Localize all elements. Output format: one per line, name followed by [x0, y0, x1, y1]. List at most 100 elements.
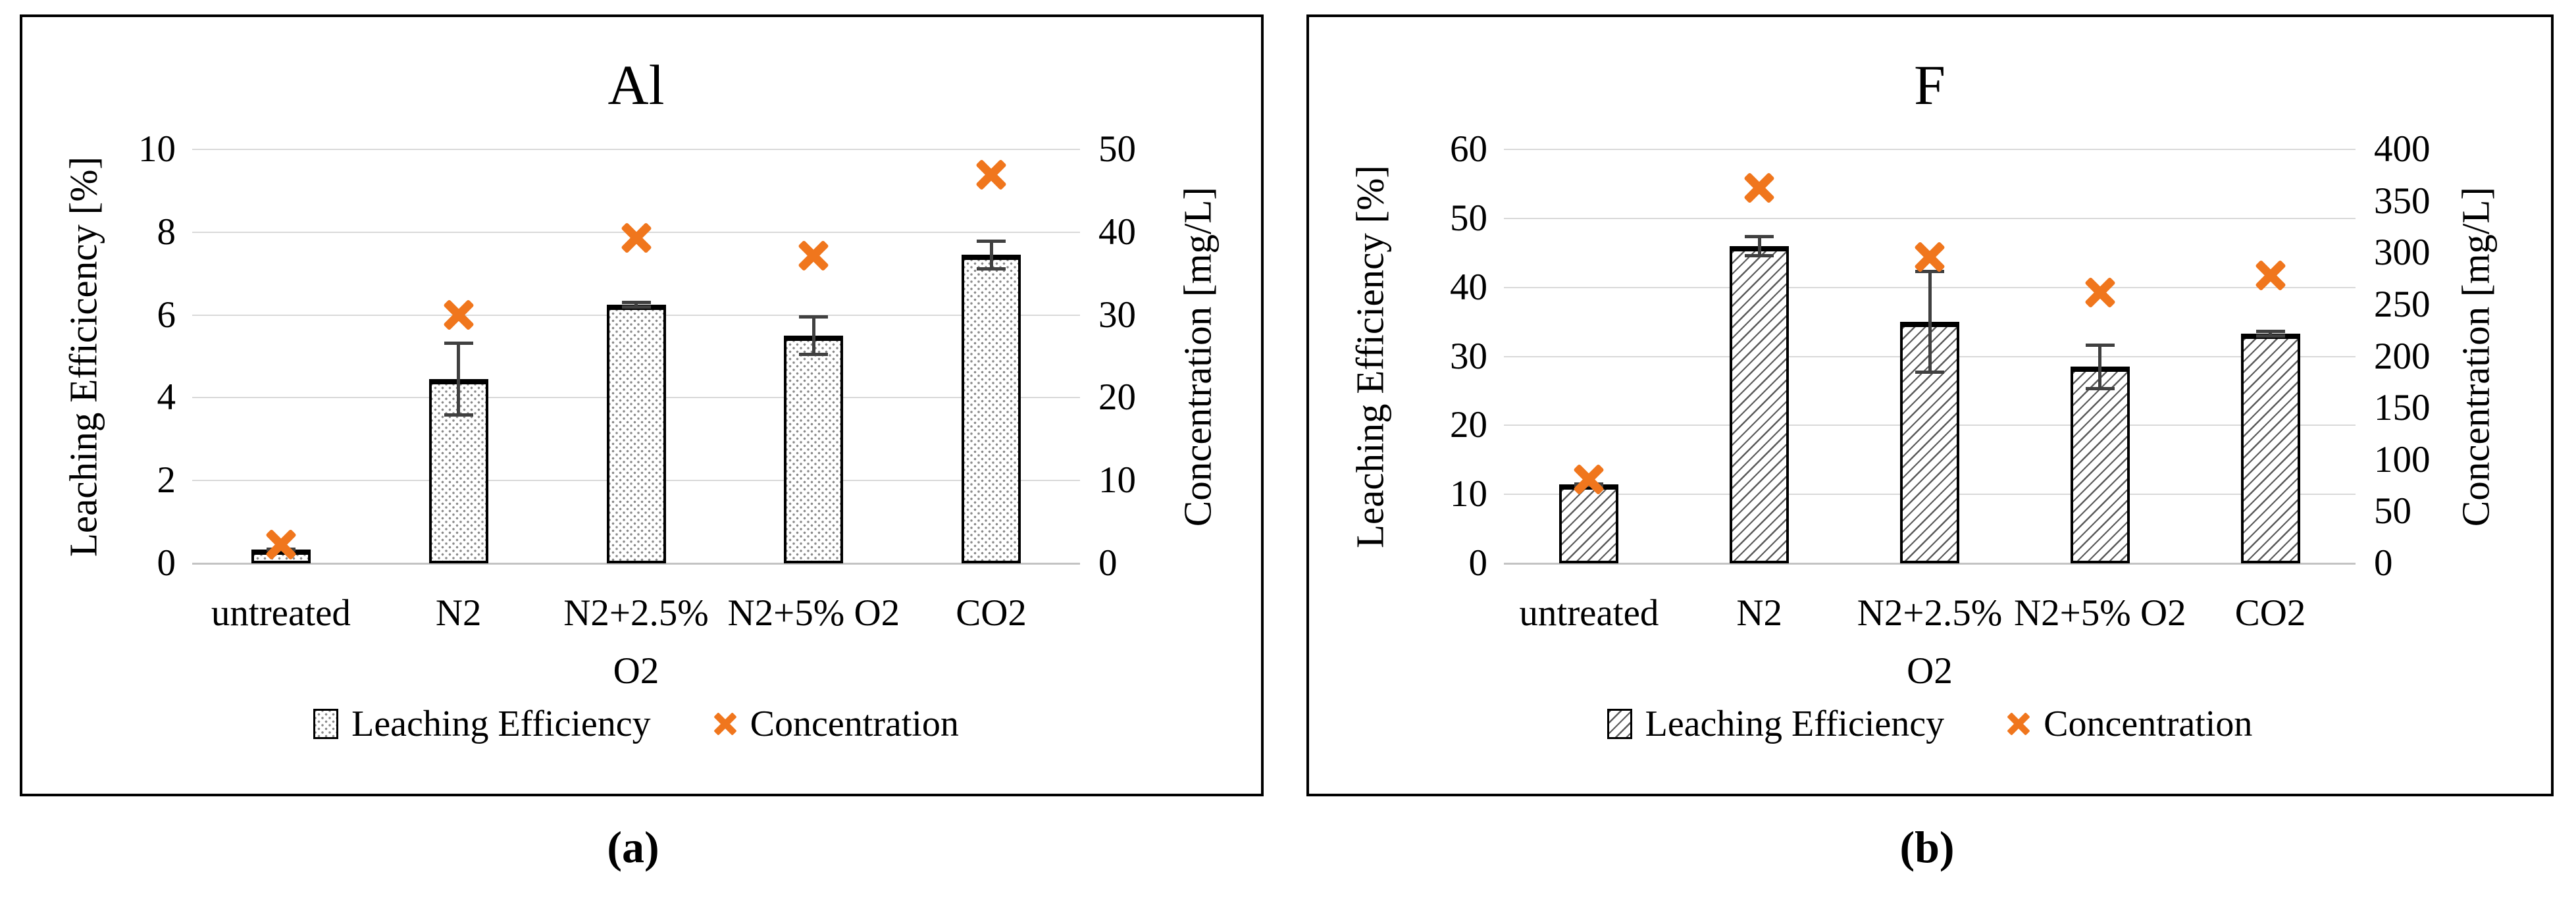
- category-label: N2+2.5% O2: [1857, 592, 2003, 692]
- error-bar-cap-top: [2085, 343, 2115, 347]
- concentration-marker: [975, 159, 1008, 192]
- category-label: N2+5% O2: [2013, 592, 2186, 634]
- error-bar-line: [457, 342, 461, 417]
- right-axis-label: Concentration [mg/L]: [1175, 186, 1219, 527]
- legend-bar-swatch-icon: [1607, 709, 1632, 739]
- legend-label: Leaching Efficiency: [1645, 704, 1945, 744]
- bar-untreated: [1559, 484, 1619, 563]
- right-axis-tick: 30: [1098, 294, 1136, 336]
- category-label: N2: [435, 592, 482, 634]
- concentration-marker: [2254, 259, 2287, 292]
- left-axis-tick: 60: [1450, 128, 1487, 170]
- right-axis-tick: 0: [2374, 542, 2393, 584]
- chart-title: F: [1914, 53, 1945, 116]
- left-axis-tick: 20: [1450, 404, 1487, 446]
- right-axis-tick: 40: [1098, 211, 1136, 253]
- bar-n2-5-o2: [784, 336, 844, 563]
- right-axis-tick: 0: [1098, 542, 1118, 584]
- error-bar-cap-bottom: [444, 413, 473, 417]
- error-bar-line: [2098, 343, 2102, 390]
- error-bar-cap-bottom: [621, 305, 651, 309]
- bar-co2: [962, 255, 1021, 563]
- left-axis-tick: 2: [157, 459, 176, 501]
- left-axis-tick: 10: [1450, 473, 1487, 515]
- right-axis-tick: 100: [2374, 438, 2431, 480]
- error-bar-cap-top: [1915, 270, 1944, 274]
- right-axis-label: Concentration [mg/L]: [2454, 186, 2497, 527]
- category-label: N2+2.5% O2: [563, 592, 709, 692]
- error-bar: [1745, 234, 1774, 257]
- error-bar-line: [634, 300, 638, 309]
- legend-item-concentration: Concentration: [713, 703, 959, 745]
- error-bar: [444, 342, 473, 417]
- right-axis-tick: 50: [1098, 128, 1136, 170]
- error-bar: [621, 300, 651, 309]
- error-bar: [1915, 270, 1944, 374]
- error-bar-cap-bottom: [1915, 370, 1944, 374]
- right-axis-tick: 300: [2374, 232, 2431, 274]
- gridline: [192, 149, 1080, 150]
- right-axis-tick: 250: [2374, 283, 2431, 325]
- legend-label: Concentration: [750, 704, 959, 744]
- chart-title: Al: [607, 53, 665, 116]
- legend-item-leaching-efficiency: Leaching Efficiency: [313, 703, 651, 745]
- concentration-marker: [797, 239, 830, 272]
- concentration-marker: [2084, 276, 2117, 309]
- error-bar-cap-top: [444, 342, 473, 346]
- error-bar-line: [1928, 270, 1932, 374]
- category-label: untreated: [1519, 592, 1659, 634]
- gridline: [1504, 149, 2356, 150]
- error-bar: [799, 315, 829, 357]
- error-bar-cap-top: [799, 315, 829, 319]
- error-bar-cap-bottom: [977, 267, 1006, 270]
- concentration-marker: [265, 528, 297, 561]
- chart-legend: Leaching Efficiency Concentration: [192, 703, 1080, 745]
- error-bar-cap-top: [977, 240, 1006, 244]
- category-label: CO2: [2234, 592, 2306, 634]
- concentration-marker: [620, 222, 653, 255]
- left-axis-label: Leaching Efficicency [%]: [61, 156, 105, 557]
- left-axis-tick: 6: [157, 294, 176, 336]
- legend-x-marker-icon: [2007, 712, 2030, 736]
- right-axis-tick: 20: [1098, 376, 1136, 419]
- panel-caption-a: (a): [607, 822, 659, 872]
- chart-frame-a: Al 10 8 6 4 2 0 50 40 30 20 10 0 Leaching Efficicency…: [20, 14, 1264, 796]
- concentration-marker: [1572, 463, 1605, 496]
- right-axis-tick: 400: [2374, 128, 2431, 170]
- legend-label: Leaching Efficiency: [351, 704, 651, 744]
- error-bar-cap-bottom: [2085, 386, 2115, 390]
- chart-legend: Leaching Efficiency Concentration: [1504, 703, 2356, 745]
- left-axis-tick: 40: [1450, 266, 1487, 308]
- right-axis-tick: 10: [1098, 459, 1136, 501]
- right-axis-tick: 150: [2374, 387, 2431, 429]
- left-axis-tick: 0: [1468, 542, 1488, 584]
- error-bar-cap-bottom: [2255, 334, 2285, 338]
- category-label: CO2: [956, 592, 1027, 634]
- legend-bar-swatch-icon: [313, 709, 339, 739]
- left-axis-tick: 0: [157, 542, 176, 584]
- right-axis-tick: 350: [2374, 180, 2431, 222]
- error-bar-line: [811, 315, 815, 357]
- left-axis-tick: 10: [138, 128, 176, 170]
- legend-label: Concentration: [2044, 704, 2253, 744]
- error-bar-cap-top: [621, 300, 651, 304]
- error-bar-line: [2269, 329, 2273, 338]
- category-label: N2: [1736, 592, 1783, 634]
- error-bar-cap-bottom: [1745, 253, 1774, 257]
- x-axis-line: [1504, 563, 2356, 565]
- error-bar-cap-top: [1745, 234, 1774, 238]
- right-axis-tick: 200: [2374, 335, 2431, 377]
- error-bar-cap-top: [2255, 329, 2285, 333]
- bar-n2-2-5-o2: [606, 304, 666, 563]
- left-axis-label: Leaching Efficiency [%]: [1348, 165, 1391, 548]
- bar-co2: [2240, 333, 2300, 563]
- error-bar: [2255, 329, 2285, 338]
- error-bar: [977, 240, 1006, 270]
- bar-untreated: [251, 550, 311, 563]
- left-axis-tick: 8: [157, 211, 176, 253]
- left-axis-tick: 50: [1450, 197, 1487, 239]
- concentration-marker: [442, 299, 475, 332]
- legend-item-leaching-efficiency: Leaching Efficiency: [1607, 703, 1945, 745]
- error-bar-line: [989, 240, 993, 270]
